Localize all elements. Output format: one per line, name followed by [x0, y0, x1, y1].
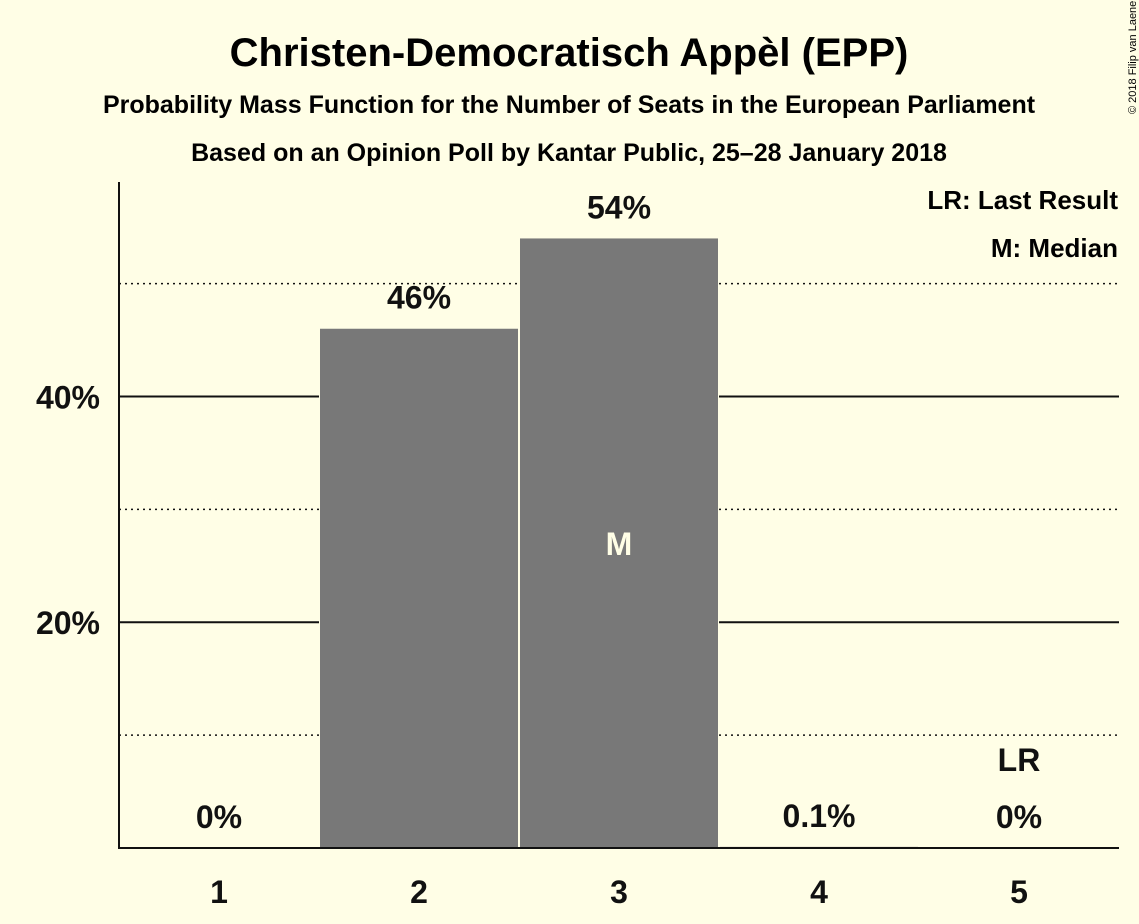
x-tick-labels: 1 2 3 4 5	[210, 874, 1028, 910]
data-labels: 0% 46% 54% M 0.1% 0% LR	[196, 189, 1042, 835]
x-tick-label: 1	[210, 874, 228, 910]
y-tick-label: 40%	[36, 379, 100, 415]
value-label-5: 0%	[996, 799, 1042, 835]
chart-subtitle: Probability Mass Function for the Number…	[103, 91, 1036, 119]
legend-median: M: Median	[991, 233, 1118, 263]
value-label-4: 0.1%	[783, 798, 856, 834]
chart-source: Based on an Opinion Poll by Kantar Publi…	[191, 139, 947, 167]
median-marker: M	[606, 526, 633, 562]
copyright-notice: © 2018 Filip van Laenen	[1127, 0, 1139, 114]
legend-last-result: LR: Last Result	[927, 185, 1118, 215]
bar-2	[320, 328, 518, 849]
bar-3	[520, 238, 718, 848]
bars	[319, 238, 919, 849]
chart-title: Christen-Democratisch Appèl (EPP)	[230, 31, 909, 75]
last-result-marker: LR	[998, 742, 1041, 778]
value-label-1: 0%	[196, 799, 242, 835]
x-tick-label: 3	[610, 874, 628, 910]
x-tick-label: 4	[810, 874, 828, 910]
y-tick-labels: 20% 40%	[36, 379, 100, 641]
value-label-3: 54%	[587, 189, 651, 225]
x-tick-label: 5	[1010, 874, 1028, 910]
x-tick-label: 2	[410, 874, 428, 910]
y-tick-label: 20%	[36, 605, 100, 641]
value-label-2: 46%	[387, 280, 451, 316]
